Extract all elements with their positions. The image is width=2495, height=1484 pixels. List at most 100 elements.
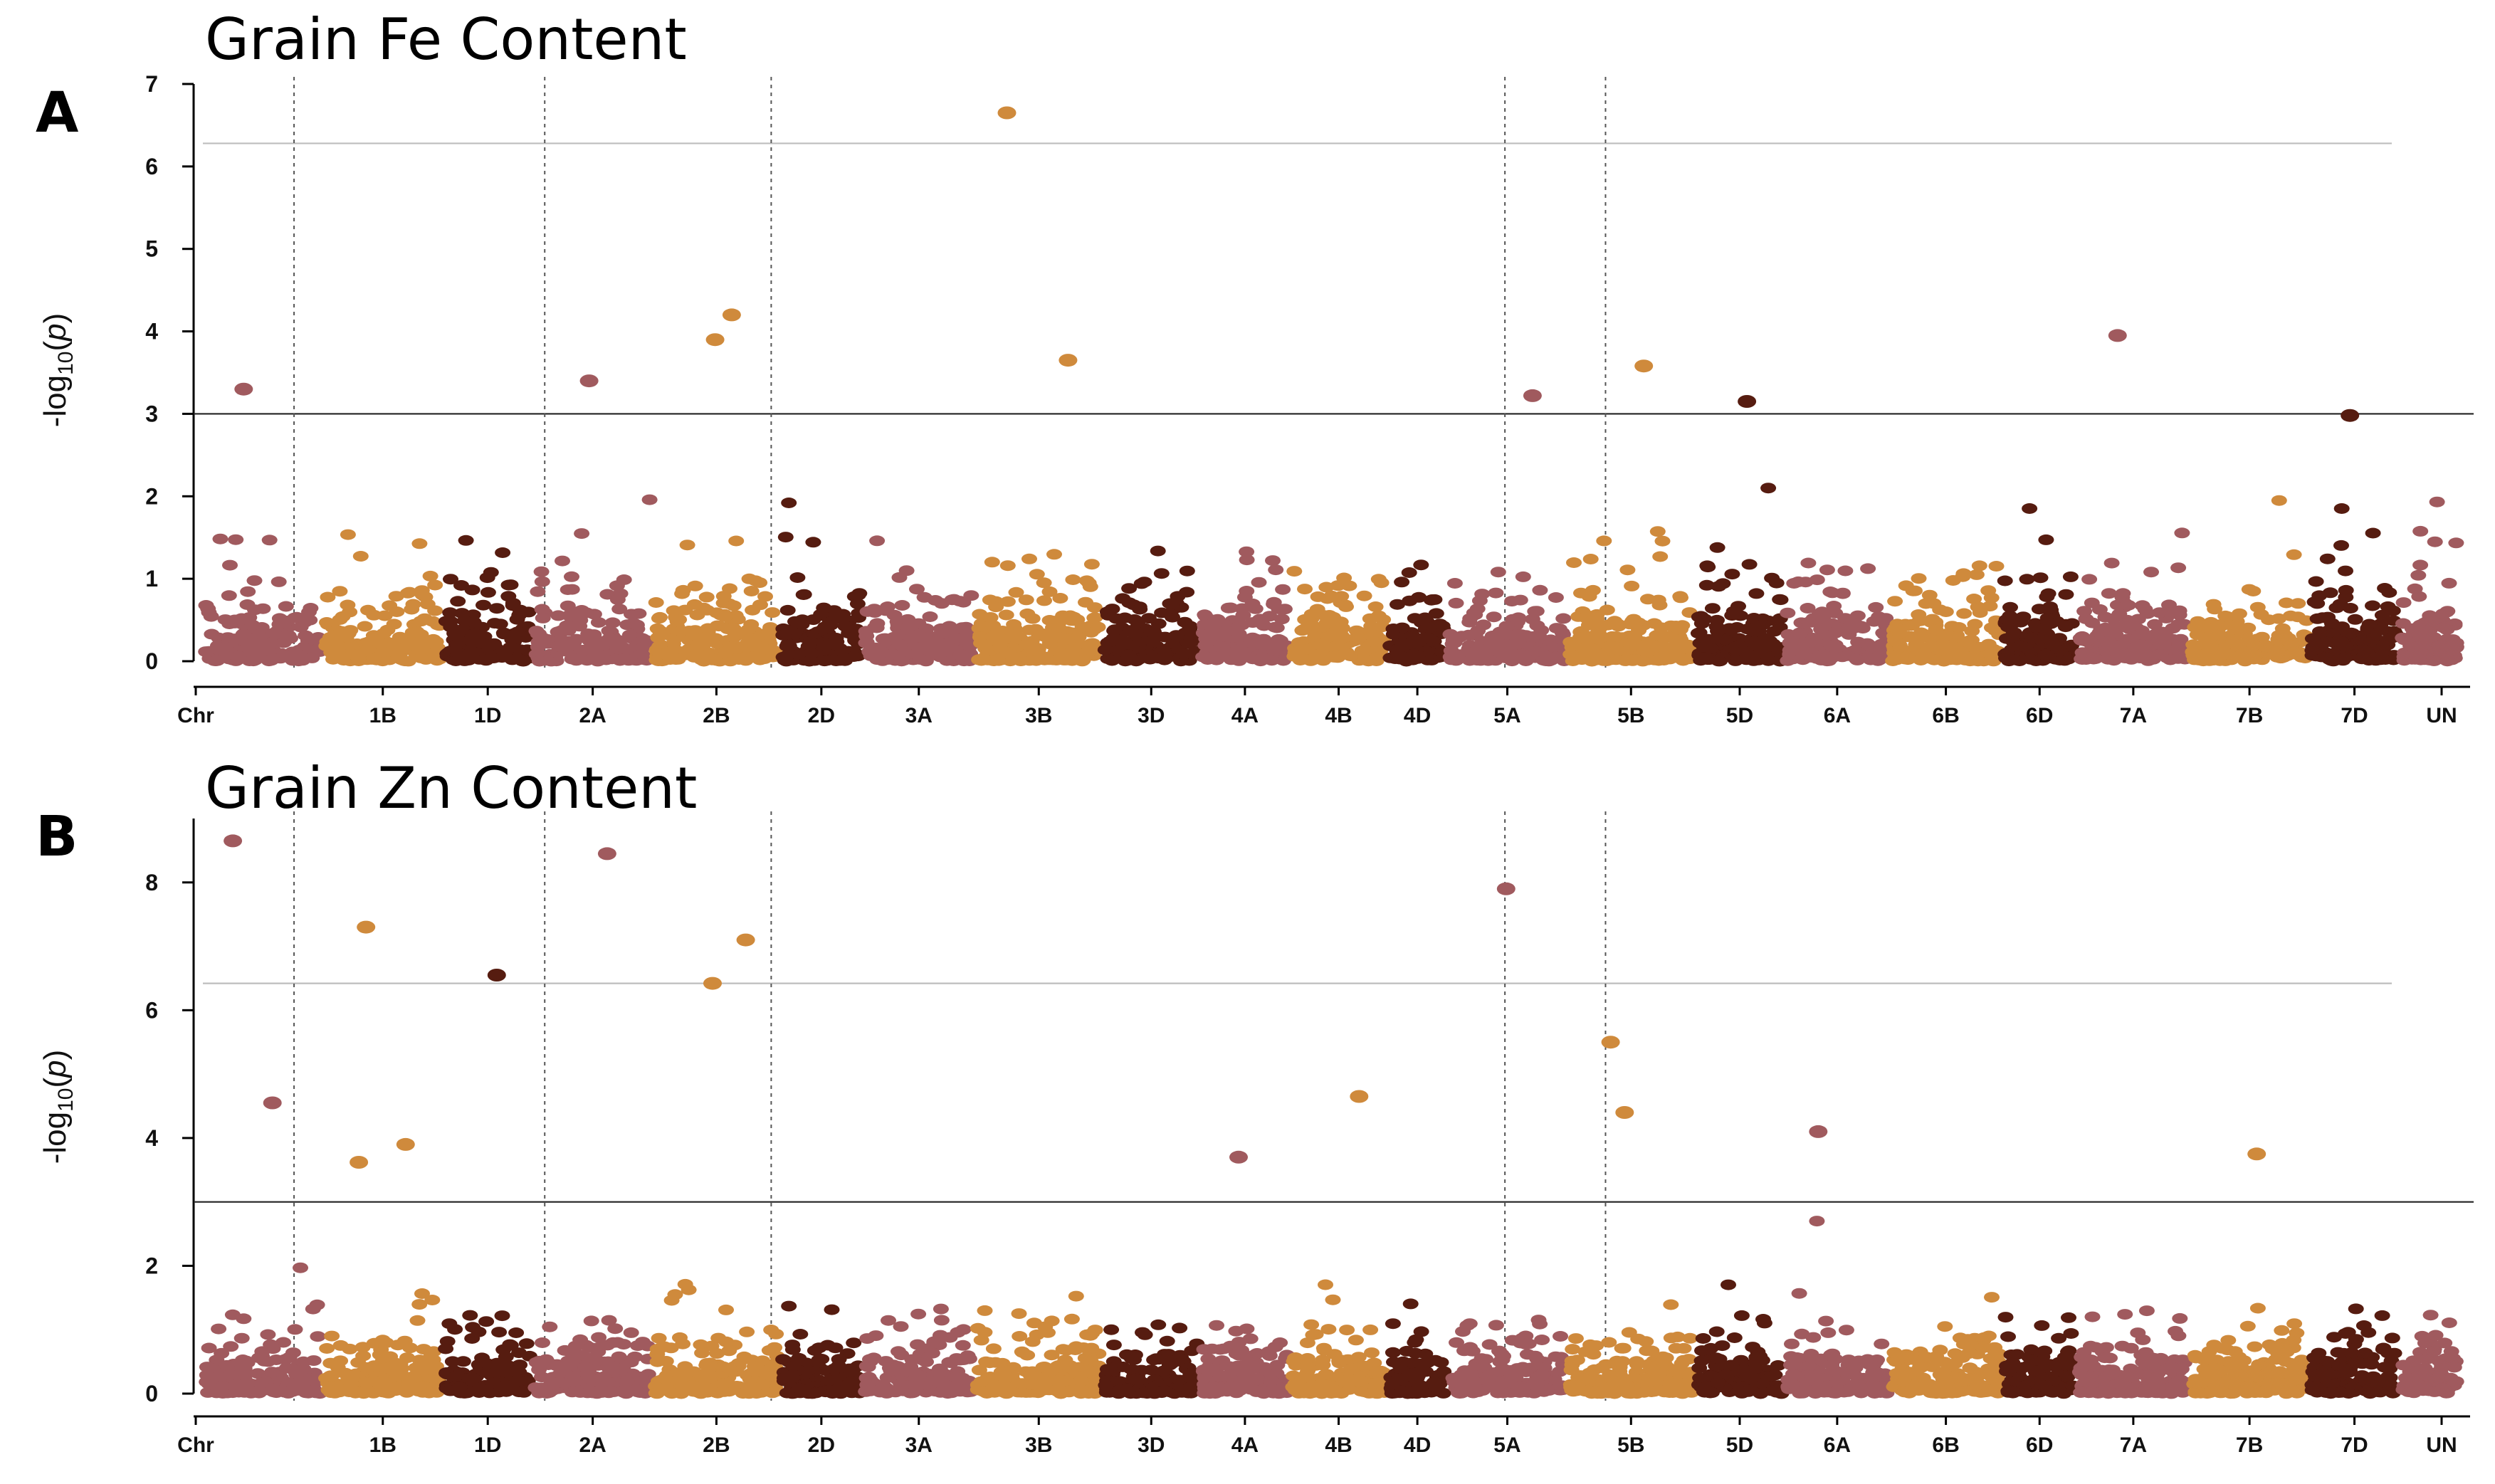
snp-point xyxy=(1428,608,1444,619)
snp-point xyxy=(376,628,392,639)
snp-point xyxy=(866,604,883,615)
snp-point xyxy=(912,653,928,665)
snp-point xyxy=(1370,610,1387,621)
snp-point xyxy=(456,651,473,663)
snp-point xyxy=(859,1379,876,1391)
snp-point xyxy=(985,1343,1002,1354)
snp-point xyxy=(1494,628,1511,639)
snp-point xyxy=(1760,483,1777,494)
snp-point xyxy=(2448,537,2464,549)
snp-point xyxy=(1474,589,1491,600)
snp-point xyxy=(494,1310,510,1322)
snp-point xyxy=(1905,585,1921,596)
snp-point xyxy=(2365,527,2381,539)
snp-point xyxy=(2171,638,2187,650)
snp-point xyxy=(1967,619,1983,630)
snp-point xyxy=(791,1382,807,1394)
snp-point xyxy=(1357,645,1373,656)
snp-point xyxy=(502,642,518,653)
snp-point xyxy=(478,1316,495,1327)
snp-point xyxy=(736,1351,752,1362)
snp-point xyxy=(444,1356,461,1367)
snp-point xyxy=(1824,641,1841,653)
x-tick-label: 3A xyxy=(905,704,933,727)
snp-point xyxy=(279,633,295,645)
snp-point xyxy=(2286,646,2303,658)
snp-point xyxy=(1582,554,1599,564)
snp-point xyxy=(1860,563,1876,574)
snp-point xyxy=(1318,582,1335,593)
snp-point xyxy=(295,1363,312,1374)
snp-point xyxy=(564,571,579,582)
snp-point xyxy=(302,614,318,626)
snp-point xyxy=(705,653,722,665)
snp-point xyxy=(880,601,895,612)
snp-point xyxy=(491,1327,508,1338)
snp-point xyxy=(682,1380,698,1391)
snp-point xyxy=(794,619,810,630)
snp-point xyxy=(1797,637,1814,648)
snp-point xyxy=(1786,578,1802,589)
snp-point xyxy=(421,1386,438,1398)
snp-point xyxy=(2147,619,2163,630)
snp-point xyxy=(861,646,878,657)
snp-point xyxy=(2097,622,2113,633)
snp-point xyxy=(215,1381,231,1392)
snp-point xyxy=(942,1357,959,1369)
snp-point xyxy=(717,611,733,622)
snp-point xyxy=(1548,592,1564,603)
snp-point xyxy=(2012,641,2028,652)
snp-point xyxy=(1336,572,1352,584)
x-tick-label: 7A xyxy=(2120,704,2147,727)
snp-point xyxy=(1945,575,1961,586)
snp-point xyxy=(236,1313,252,1325)
snp-point xyxy=(687,580,703,591)
snp-point xyxy=(2337,652,2353,663)
x-tick-label: 2B xyxy=(703,704,730,727)
snp-point xyxy=(1217,646,1234,657)
snp-point xyxy=(2412,559,2429,571)
snp-point xyxy=(1845,623,1861,634)
snp-point xyxy=(621,629,638,641)
snp-point xyxy=(1136,577,1152,588)
snp-point xyxy=(1673,639,1689,651)
snp-point xyxy=(1286,566,1303,577)
snp-point xyxy=(1652,551,1669,562)
snp-point xyxy=(699,1382,715,1394)
snp-point xyxy=(510,626,526,638)
snp-point xyxy=(2000,621,2017,633)
snp-point xyxy=(1334,622,1350,633)
snp-point xyxy=(574,528,590,540)
snp-point xyxy=(2101,588,2117,599)
snp-point xyxy=(1117,656,1133,667)
snp-point xyxy=(630,1340,646,1352)
y-tick-label: 3 xyxy=(145,401,158,426)
snp-point xyxy=(710,1332,727,1344)
x-tick-label: 2B xyxy=(703,1433,730,1457)
snp-point xyxy=(866,1352,882,1364)
snp-point xyxy=(952,596,968,607)
snp-point xyxy=(1911,573,1927,584)
snp-point xyxy=(1762,636,1778,647)
snp-point xyxy=(2373,623,2390,635)
snp-point xyxy=(2269,650,2285,661)
snp-point xyxy=(933,1303,949,1315)
snp-point xyxy=(2304,633,2321,644)
snp-point xyxy=(371,1378,387,1389)
snp-point xyxy=(539,1388,555,1399)
snp-point xyxy=(922,611,938,622)
snp-point xyxy=(937,1384,954,1395)
snp-point xyxy=(1908,639,1924,651)
snp-point xyxy=(1180,638,1197,649)
snp-point xyxy=(1019,1349,1036,1361)
snp-point xyxy=(274,1385,290,1396)
snp-point xyxy=(2103,557,2120,569)
snp-point xyxy=(557,646,574,657)
snp-point xyxy=(1275,584,1291,595)
snp-point xyxy=(1849,653,1865,665)
snp-point xyxy=(779,604,796,616)
snp-point xyxy=(1566,557,1582,568)
snp-point xyxy=(909,584,925,595)
snp-point xyxy=(1071,631,1087,643)
